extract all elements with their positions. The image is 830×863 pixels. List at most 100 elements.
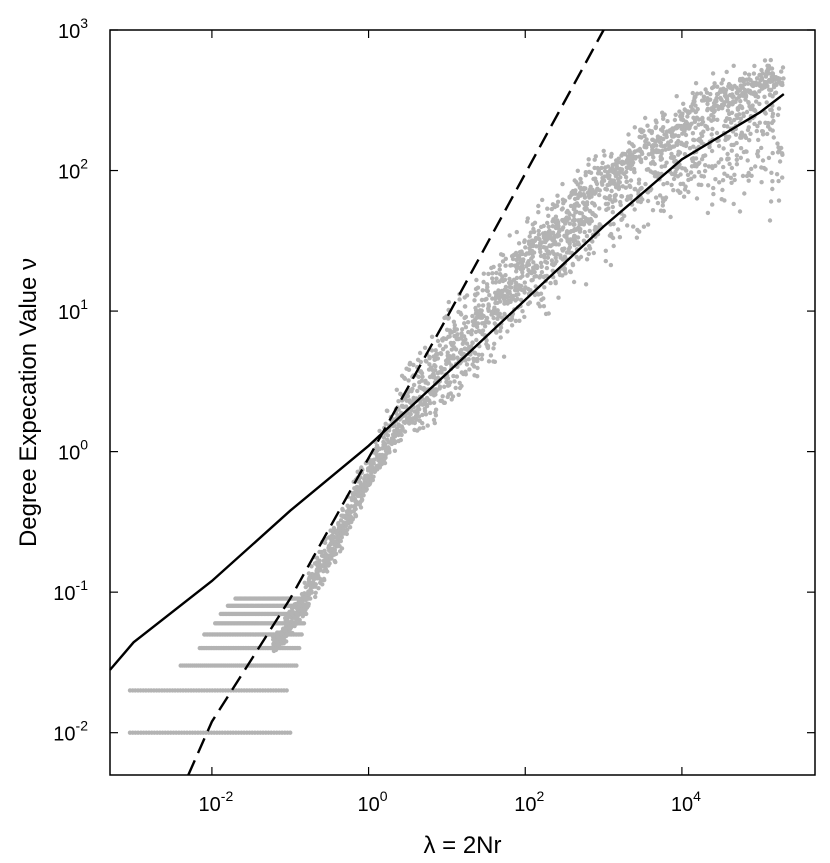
scatter-point: [454, 327, 460, 332]
scatter-point: [610, 210, 615, 215]
scatter-point: [500, 252, 506, 258]
scatter-point: [513, 318, 518, 324]
solid-line: [109, 93, 785, 671]
scatter-point: [538, 260, 544, 266]
scatter-point: [759, 165, 764, 170]
scatter-point: [425, 423, 430, 428]
scatter-point: [402, 429, 408, 434]
scatter-point: [684, 168, 689, 173]
scatter-point: [586, 157, 591, 162]
scatter-point: [715, 84, 720, 89]
scatter-point: [486, 271, 491, 277]
scatter-point: [595, 186, 600, 191]
scatter-point: [431, 400, 437, 405]
scatter-point: [606, 206, 611, 211]
scatter-point: [453, 347, 459, 352]
scatter-point: [545, 220, 550, 226]
scatter-point: [560, 248, 565, 253]
scatter-point: [636, 189, 641, 194]
scatter-point: [731, 201, 736, 207]
scatter-point: [613, 185, 619, 190]
scatter-point: [762, 94, 767, 100]
scatter-point: [654, 120, 659, 125]
scatter-point: [506, 298, 511, 303]
scatter-point: [475, 291, 480, 296]
scatter-point: [662, 112, 667, 117]
scatter-point: [687, 146, 693, 151]
scatter-point: [390, 440, 395, 446]
scatter-point: [440, 337, 445, 342]
scatter-point: [573, 210, 578, 215]
scatter-point: [429, 348, 435, 353]
scatter-point: [514, 292, 519, 298]
scatter-point: [738, 99, 743, 104]
scatter-point: [303, 584, 308, 590]
scatter-point: [597, 223, 602, 229]
scatter-point: [587, 228, 592, 234]
scatter-point: [575, 168, 580, 173]
scatter-point: [369, 469, 374, 474]
scatter-point: [465, 320, 471, 325]
scatter-point: [355, 469, 360, 474]
scatter-point: [340, 513, 346, 518]
scatter-point: [328, 541, 333, 546]
scatter-point: [765, 67, 770, 72]
scatter-point: [626, 132, 631, 137]
scatter-point: [305, 596, 310, 601]
scatter-point: [399, 403, 404, 409]
scatter-point: [766, 124, 771, 129]
scatter-point: [725, 173, 730, 178]
scatter-point: [334, 530, 339, 536]
scatter-point: [290, 630, 295, 636]
scatter-point: [474, 311, 479, 316]
scatter-point: [607, 168, 612, 174]
scatter-point: [545, 206, 550, 211]
scatter-point: [709, 148, 715, 154]
scatter-point: [741, 113, 746, 119]
scatter-point: [574, 180, 579, 185]
scatter-point: [581, 187, 586, 192]
scatter-point: [549, 262, 555, 267]
scatter-point: [740, 91, 745, 97]
scatter-point: [439, 351, 444, 357]
scatter-point: [357, 502, 362, 507]
scatter-point: [379, 459, 385, 464]
scatter-point: [668, 138, 674, 144]
scatter-point: [567, 245, 573, 250]
scatter-point: [744, 77, 749, 82]
scatter-point: [603, 186, 608, 192]
scatter-point: [678, 172, 683, 177]
scatter-point: [473, 351, 478, 356]
scatter-point: [734, 153, 740, 158]
scatter-point: [284, 632, 290, 637]
scatter-point: [525, 216, 530, 221]
scatter-point: [453, 385, 458, 391]
scatter-point: [539, 224, 544, 230]
scatter-point: [719, 157, 724, 162]
scatter-point: [673, 169, 678, 175]
scatter-point: [664, 134, 669, 140]
scatter-point: [645, 222, 651, 227]
scatter-point: [685, 172, 691, 178]
scatter-point: [333, 559, 338, 565]
scatter-point: [415, 388, 420, 394]
scatter-point: [288, 730, 293, 735]
scatter-point: [536, 203, 541, 209]
scatter-point: [592, 157, 597, 162]
scatter-point: [624, 169, 629, 175]
scatter-point: [637, 229, 642, 234]
scatter-point: [638, 157, 644, 162]
scatter-point: [768, 107, 773, 113]
scatter-point: [572, 242, 577, 248]
scatter-point: [692, 119, 698, 125]
scatter-point: [494, 294, 500, 299]
scatter-point: [446, 334, 451, 339]
scatter-point: [582, 195, 588, 200]
scatter-point: [559, 207, 565, 212]
scatter-point: [435, 338, 441, 344]
scatter-point: [319, 564, 324, 569]
scatter-point: [746, 178, 751, 183]
scatter-point: [625, 223, 630, 228]
scatter-point: [738, 116, 743, 122]
scatter-point: [336, 521, 341, 526]
